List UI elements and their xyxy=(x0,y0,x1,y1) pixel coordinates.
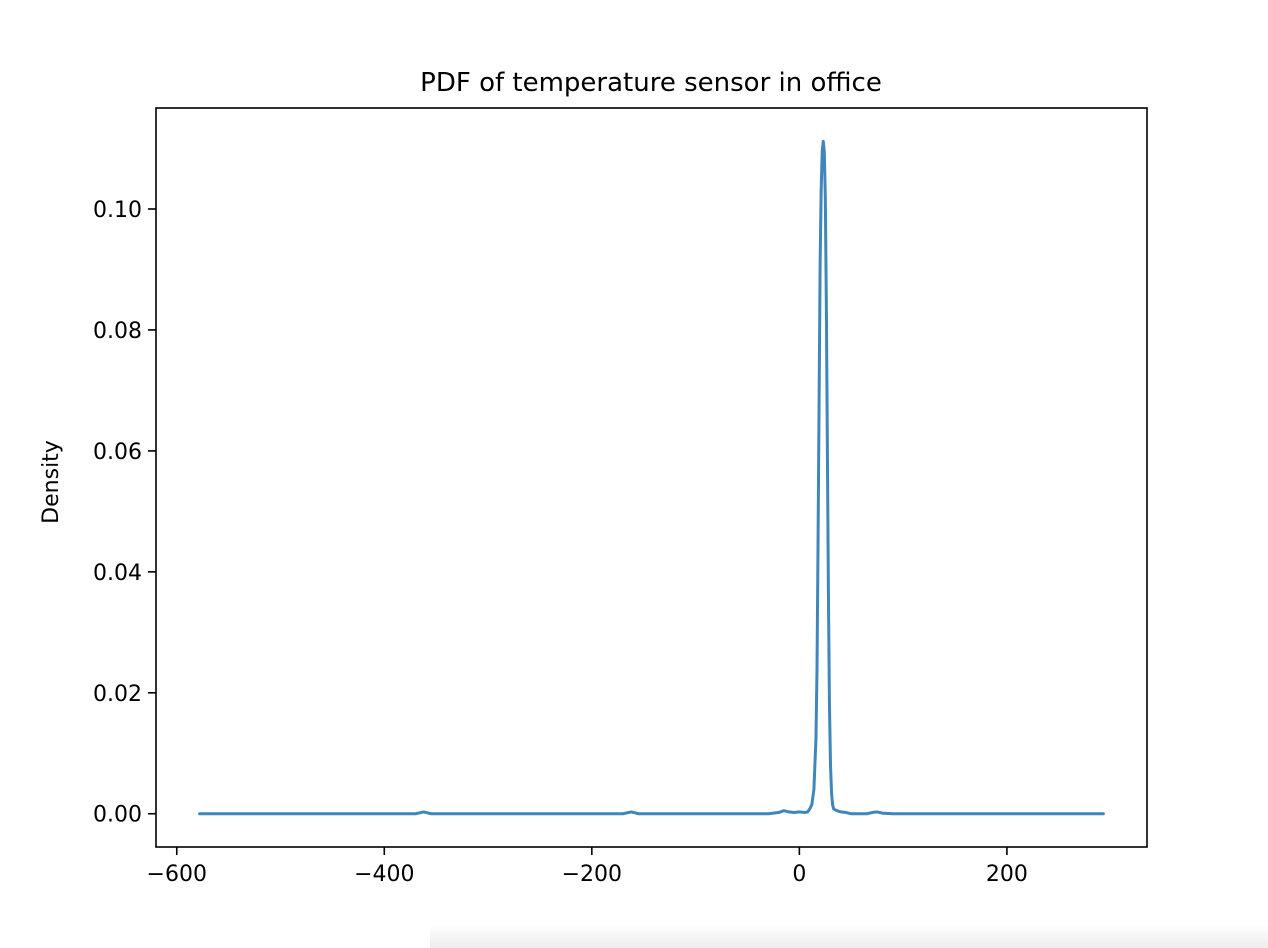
bottom-shade xyxy=(430,925,1268,948)
y-tick-label: 0.10 xyxy=(93,198,142,223)
x-tick-label: −400 xyxy=(354,862,414,887)
y-axis-label: Density xyxy=(39,440,64,524)
x-tick-label: −600 xyxy=(147,862,207,887)
plot-frame xyxy=(155,107,1148,848)
chart-title: PDF of temperature sensor in office xyxy=(420,68,882,98)
x-tick-label: −200 xyxy=(562,862,622,887)
y-tick-label: 0.04 xyxy=(93,561,142,586)
density-line-series-0 xyxy=(198,139,1105,816)
y-tick-label: 0.00 xyxy=(93,803,142,828)
y-axis-ticks: 0.00 0.02 0.04 0.06 0.08 0.10 xyxy=(93,198,156,828)
y-tick-label: 0.08 xyxy=(93,319,142,344)
y-tick-label: 0.02 xyxy=(93,682,142,707)
y-tick-label: 0.06 xyxy=(93,440,142,465)
x-axis-ticks: −600 −400 −200 0 200 xyxy=(147,847,1028,887)
x-tick-label: 0 xyxy=(792,862,806,887)
plot-area xyxy=(198,139,1105,816)
x-tick-label: 200 xyxy=(986,862,1028,887)
